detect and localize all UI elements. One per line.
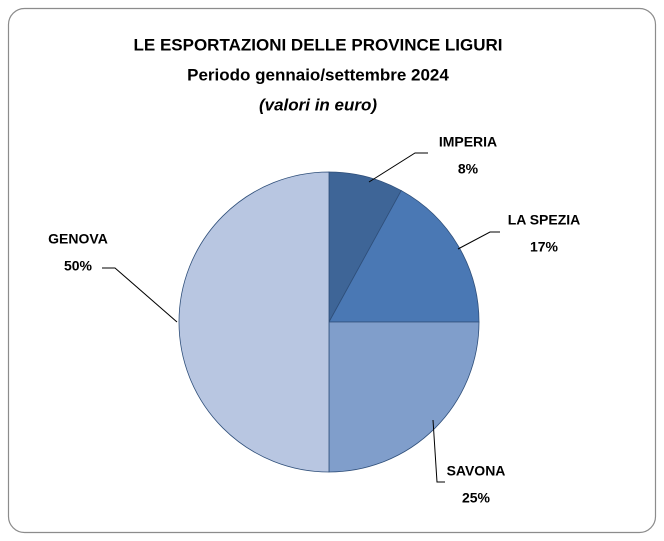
slice-value-label: 25% [462, 490, 491, 506]
chart-title: LE ESPORTAZIONI DELLE PROVINCE LIGURI [134, 35, 503, 54]
slice-label: GENOVA [48, 231, 108, 247]
pie-slice [178, 171, 330, 473]
slice-label: SAVONA [447, 463, 506, 479]
slice-value-label: 8% [458, 161, 479, 177]
slice-label: LA SPEZIA [508, 212, 581, 228]
chart-subtitle: Periodo gennaio/settembre 2024 [187, 65, 449, 84]
leader-line [102, 267, 178, 323]
slice-value-label: 17% [530, 239, 559, 255]
slice-value-label: 50% [64, 258, 93, 274]
pie-slice [328, 190, 480, 323]
slice-label: IMPERIA [439, 134, 497, 150]
leader-line [432, 419, 445, 483]
pie-slice [328, 321, 480, 473]
leader-line [457, 231, 500, 250]
leader-line [368, 152, 428, 183]
chart-caption: (valori in euro) [259, 95, 377, 114]
